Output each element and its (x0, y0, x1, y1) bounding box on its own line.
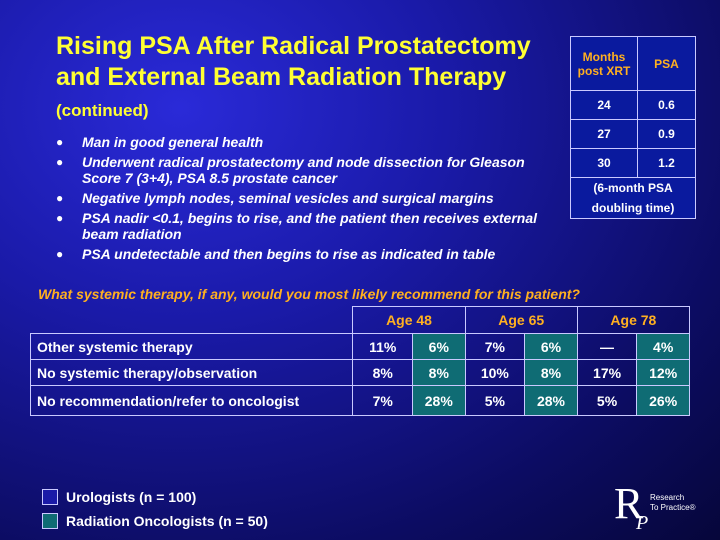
table-row: Other systemic therapy 11% 6% 7% 6% — 4% (29, 333, 690, 360)
table-row: No recommendation/refer to oncologist 7%… (29, 385, 690, 416)
bullet-item: ● PSA nadir <0.1, begins to rise, and the… (56, 210, 538, 242)
bullet-dot-icon: ● (56, 135, 64, 149)
svg-text:R: R (614, 479, 644, 528)
bullet-dot-icon: ● (56, 247, 64, 261)
row-label: Other systemic therapy (29, 333, 354, 360)
logo-tagline: Research To Practice® (650, 493, 696, 512)
rad-onc-value: 4% (636, 333, 690, 360)
bullet-dot-icon: ● (56, 211, 64, 225)
bullet-item: ● PSA undetectable and then begins to ris… (56, 246, 496, 262)
age-header: Age 48 (352, 306, 466, 334)
row-label: No systemic therapy/observation (29, 359, 354, 386)
legend: Urologists (n = 100) Radiation Oncologis… (42, 485, 268, 533)
rad-onc-value: 6% (524, 333, 578, 360)
research-to-practice-logo: R P Research To Practice® (612, 476, 712, 532)
age-header-row: Age 48 Age 65 Age 78 (30, 306, 691, 334)
row-label: No recommendation/refer to oncologist (29, 385, 354, 416)
urologist-value: 7% (464, 333, 526, 360)
table-row: No systemic therapy/observation 8% 8% 10… (29, 359, 690, 386)
psa-doubling-note: (6-month PSA doubling time) (570, 177, 696, 219)
psa-header-months: Months post XRT (570, 36, 638, 91)
question-text: What systemic therapy, if any, would you… (38, 286, 580, 302)
rp-logo-icon: R P (614, 479, 648, 532)
rad-onc-value: 28% (524, 385, 578, 416)
urologist-value: 17% (576, 359, 638, 386)
svg-text:P: P (635, 512, 648, 532)
title-main: Rising PSA After Radical Prostatectomy a… (56, 32, 531, 91)
legend-item-radiation-oncologists: Radiation Oncologists (n = 50) (42, 509, 268, 533)
psa-header-psa: PSA (637, 36, 696, 91)
rad-onc-value: 8% (524, 359, 578, 386)
urologist-value: 7% (352, 385, 413, 416)
legend-item-urologists: Urologists (n = 100) (42, 485, 268, 509)
bullet-dot-icon: ● (56, 155, 64, 169)
bullet-list: ● Man in good general health ● Underwent r… (56, 134, 566, 266)
results-table: Age 48 Age 65 Age 78 Other systemic ther… (29, 306, 691, 416)
rad-onc-value: 28% (411, 385, 466, 416)
rad-onc-value: 12% (636, 359, 690, 386)
urologist-value: 10% (464, 359, 526, 386)
bullet-item: ● Man in good general health (56, 134, 264, 150)
rad-onc-value: 8% (411, 359, 466, 386)
age-header: Age 65 (464, 306, 578, 334)
urologist-value: 5% (464, 385, 526, 416)
urologist-value: 11% (352, 333, 413, 360)
psa-row: 24 0.6 (570, 90, 696, 120)
bullet-dot-icon: ● (56, 191, 64, 205)
psa-row: 27 0.9 (570, 119, 696, 149)
psa-table: Months post XRT PSA 24 0.6 27 0.9 30 1.2… (570, 36, 696, 219)
bullet-item: ● Negative lymph nodes, seminal vesicles … (56, 190, 494, 206)
psa-row: 30 1.2 (570, 148, 696, 178)
urologist-value: 8% (352, 359, 413, 386)
title-suffix: (continued) (56, 101, 149, 120)
rad-onc-value: 26% (636, 385, 690, 416)
rad-onc-swatch-icon (42, 513, 58, 529)
bullet-item: ● Underwent radical prostatectomy and nod… (56, 154, 525, 186)
slide-title: Rising PSA After Radical Prostatectomy a… (56, 31, 556, 126)
rad-onc-value: 6% (411, 333, 466, 360)
urologist-value: 5% (576, 385, 638, 416)
age-header: Age 78 (576, 306, 691, 334)
urologist-swatch-icon (42, 489, 58, 505)
urologist-value: — (576, 333, 638, 360)
